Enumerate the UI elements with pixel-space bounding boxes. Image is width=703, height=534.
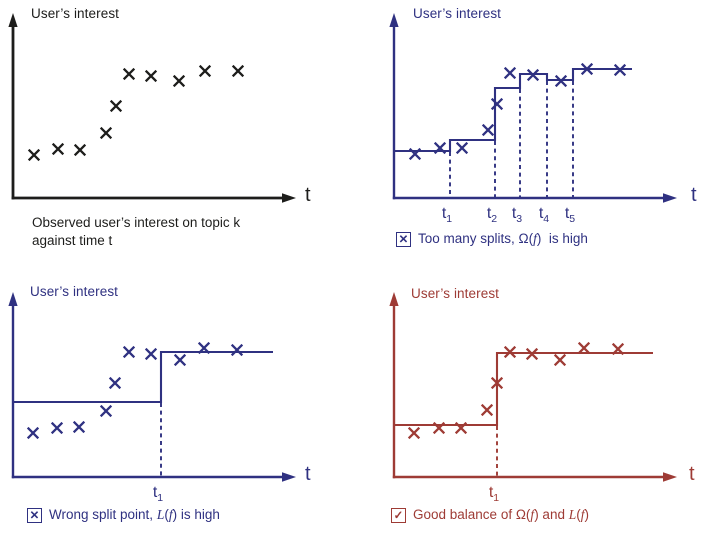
data-point-x-icon <box>197 341 211 355</box>
caption-segment: Wrong split point, <box>49 507 157 522</box>
caption-line-1: Observed user’s interest on topic k <box>32 215 241 230</box>
caption-segment: ) and <box>534 507 569 522</box>
math-variable: f <box>530 507 535 522</box>
data-point-x-icon <box>173 353 187 367</box>
math-variable: L <box>568 507 577 522</box>
x-axis-label-wrong-split: t <box>305 463 311 485</box>
x-axis-label-good-balance: t <box>689 463 695 485</box>
caption-text: Wrong split point, L(f) is high <box>49 507 220 523</box>
caption-segment: ) is high <box>536 231 588 246</box>
y-axis-arrow-icon <box>8 13 18 27</box>
x-axis-arrow-icon <box>663 472 677 482</box>
data-point-x-icon <box>108 376 122 390</box>
split-label: t3 <box>512 205 522 225</box>
x-axis-label-observed: t <box>305 184 311 206</box>
data-point-x-icon <box>525 347 539 361</box>
data-point-x-icon <box>407 426 421 440</box>
panel-title-observed: User’s interest <box>31 6 120 21</box>
x-axis-arrow-icon <box>663 193 677 203</box>
data-point-x-icon <box>144 347 158 361</box>
split-label: t4 <box>539 205 549 225</box>
data-point-x-icon <box>99 126 113 140</box>
y-axis-arrow-icon <box>389 13 399 27</box>
data-point-x-icon <box>144 69 158 83</box>
data-point-x-icon <box>72 420 86 434</box>
data-point-x-icon <box>432 421 446 435</box>
math-variable: f <box>580 507 585 522</box>
math-variable: L <box>156 507 165 522</box>
data-point-x-icon <box>26 426 40 440</box>
data-point-x-icon <box>611 342 625 356</box>
step-function-line <box>394 67 632 153</box>
data-point-x-icon <box>554 74 568 88</box>
caption-text: Good balance of Ω(f) and L(f) <box>413 507 589 523</box>
data-point-x-icon <box>109 99 123 113</box>
caption-good-balance: ✓ Good balance of Ω(f) and L(f) <box>391 507 589 523</box>
split-label: t1 <box>489 484 499 504</box>
caption-text: Too many splits, Ω(f) is high <box>418 231 588 247</box>
data-point-x-icon <box>613 63 627 77</box>
split-label: t1 <box>153 484 163 504</box>
data-point-x-icon <box>503 66 517 80</box>
data-point-x-icon <box>172 74 186 88</box>
caption-too-many-splits: ✕ Too many splits, Ω(f) is high <box>396 231 588 247</box>
check-box-icon: ✓ <box>391 507 406 523</box>
data-point-x-icon <box>122 67 136 81</box>
panel-too-many-splits: t1 t2 t3 t4 t5 <box>389 13 677 225</box>
step-function-line <box>13 350 273 404</box>
y-axis-arrow-icon <box>389 292 399 306</box>
caption-segment: Good balance of Ω( <box>413 507 531 522</box>
split-label: t1 <box>442 205 452 225</box>
caption-segment: Too many splits, Ω( <box>418 231 534 246</box>
data-point-x-icon <box>577 341 591 355</box>
split-label: t2 <box>487 205 497 225</box>
x-box-icon: ✕ <box>396 231 411 247</box>
data-point-x-icon <box>481 123 495 137</box>
caption-segment: ) <box>584 507 590 522</box>
data-point-x-icon <box>503 345 517 359</box>
data-point-x-icon <box>553 353 567 367</box>
data-point-x-icon <box>50 421 64 435</box>
data-point-x-icon <box>580 62 594 76</box>
data-point-x-icon <box>408 147 422 161</box>
data-point-x-icon <box>230 343 244 357</box>
caption-wrong-split: ✕ Wrong split point, L(f) is high <box>27 507 220 523</box>
caption-segment: ( <box>164 507 169 522</box>
panel-wrong-split-point: t1 <box>8 292 296 504</box>
x-axis-label-too-many-splits: t <box>691 184 697 206</box>
panel-observed <box>8 13 296 203</box>
step-function-line <box>394 351 653 427</box>
data-point-x-icon <box>433 141 447 155</box>
caption-line-2: against time t <box>32 233 113 248</box>
panel-title-wrong-split: User’s interest <box>30 284 119 299</box>
panel-title-good-balance: User’s interest <box>411 286 500 301</box>
caption-observed: Observed user’s interest on topic k agai… <box>32 214 240 250</box>
panel-title-too-many-splits: User’s interest <box>413 6 502 21</box>
x-axis-arrow-icon <box>282 193 296 203</box>
data-point-x-icon <box>526 68 540 82</box>
data-point-x-icon <box>454 421 468 435</box>
data-point-x-icon <box>198 64 212 78</box>
data-point-x-icon <box>480 403 494 417</box>
data-point-x-icon <box>51 142 65 156</box>
x-box-icon: ✕ <box>27 507 42 523</box>
caption-segment: ) is high <box>172 507 220 522</box>
caption-segment: ( <box>576 507 581 522</box>
panel-good-balance: t1 <box>389 292 677 504</box>
data-point-x-icon <box>455 141 469 155</box>
data-point-x-icon <box>490 376 504 390</box>
data-point-x-icon <box>99 404 113 418</box>
y-axis-arrow-icon <box>8 292 18 306</box>
math-variable: f <box>533 231 537 246</box>
data-point-x-icon <box>490 97 504 111</box>
x-axis-arrow-icon <box>282 472 296 482</box>
data-point-x-icon <box>73 143 87 157</box>
data-point-x-icon <box>27 148 41 162</box>
math-variable: f <box>168 507 173 522</box>
data-point-x-icon <box>122 345 136 359</box>
split-label: t5 <box>565 205 575 225</box>
data-point-x-icon <box>231 64 245 78</box>
